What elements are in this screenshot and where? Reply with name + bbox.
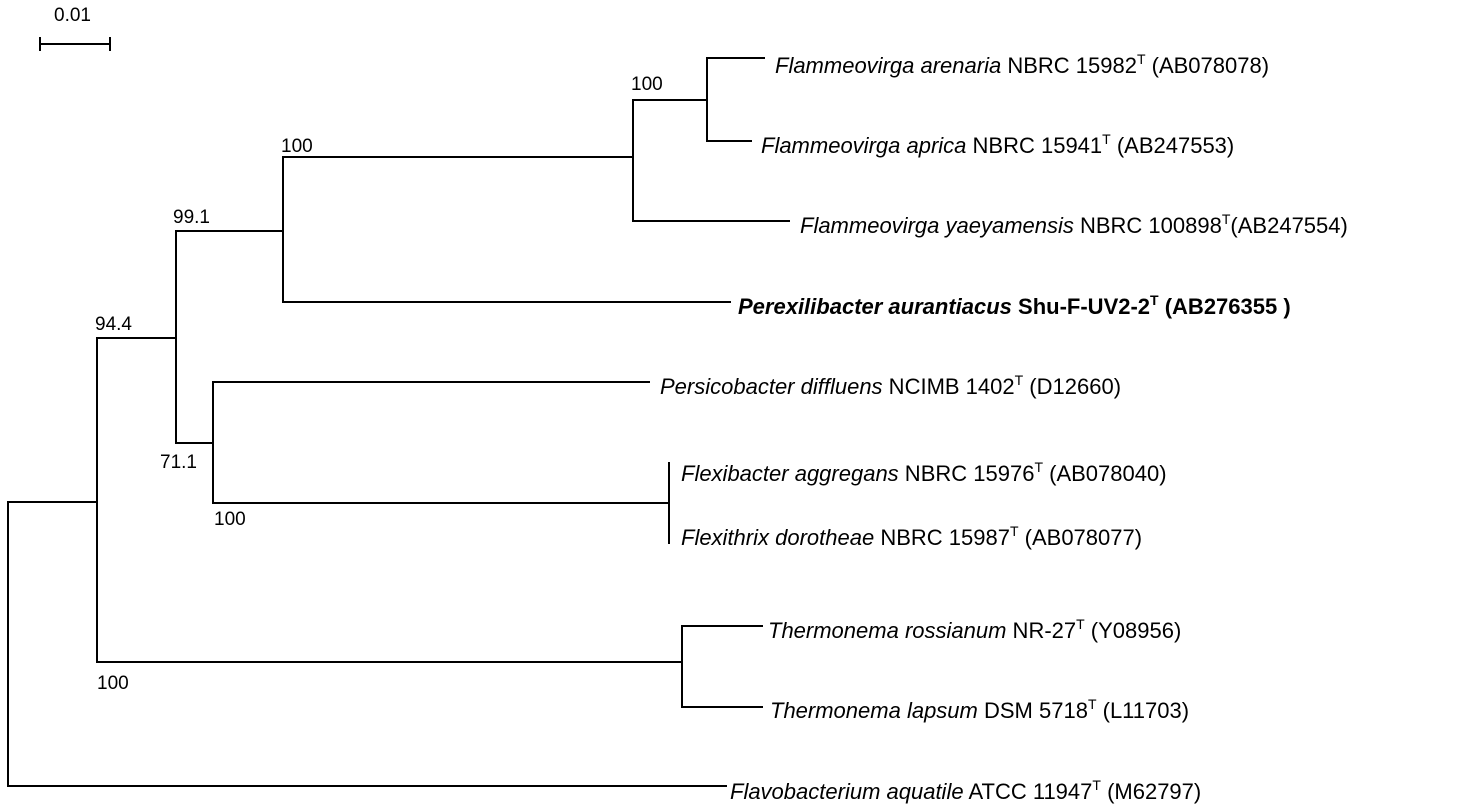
taxon-label-flavobacterium: Flavobacterium aquatile ATCC 11947T (M62…: [730, 777, 1201, 804]
taxon-label-flexithrix: Flexithrix dorotheae NBRC 15987T (AB0780…: [681, 523, 1142, 550]
taxon-label-fl-aprica: Flammeovirga aprica NBRC 15941T (AB24755…: [761, 131, 1234, 158]
scale-bar: 0.01: [39, 5, 111, 51]
bootstrap-top-group: 94.4: [95, 314, 132, 335]
bootstrap-flammeovirga-clade: 100: [281, 136, 313, 157]
taxon-label-persicobacter: Persicobacter diffluens NCIMB 1402T (D12…: [660, 372, 1121, 399]
bootstrap-flammeo-perexili: 99.1: [173, 207, 210, 228]
taxon-label-fl-arenaria: Flammeovirga arenaria NBRC 15982T (AB078…: [775, 51, 1269, 78]
bootstrap-persico-flexi: 71.1: [160, 452, 197, 473]
taxon-label-th-rossianum: Thermonema rossianum NR-27T (Y08956): [768, 616, 1181, 643]
bootstrap-values: 100 100 99.1 94.4 71.1 100 100: [95, 74, 663, 694]
taxon-label-th-lapsum: Thermonema lapsum DSM 5718T (L11703): [770, 696, 1189, 723]
scale-bar-label: 0.01: [54, 5, 91, 26]
bootstrap-flexi-pair: 100: [214, 509, 246, 530]
taxon-label-perexilibacter: Perexilibacter aurantiacus Shu-F-UV2-2T …: [738, 292, 1291, 319]
taxon-label-flexibacter: Flexibacter aggregans NBRC 15976T (AB078…: [681, 459, 1167, 486]
taxon-label-fl-yaeyamensis: Flammeovirga yaeyamensis NBRC 100898T(AB…: [800, 211, 1348, 238]
taxon-labels: Flammeovirga arenaria NBRC 15982T (AB078…: [660, 51, 1348, 804]
bootstrap-flammeovirga-pair: 100: [631, 74, 663, 95]
bootstrap-thermonema: 100: [97, 673, 129, 694]
tree-branches: [7, 57, 790, 787]
